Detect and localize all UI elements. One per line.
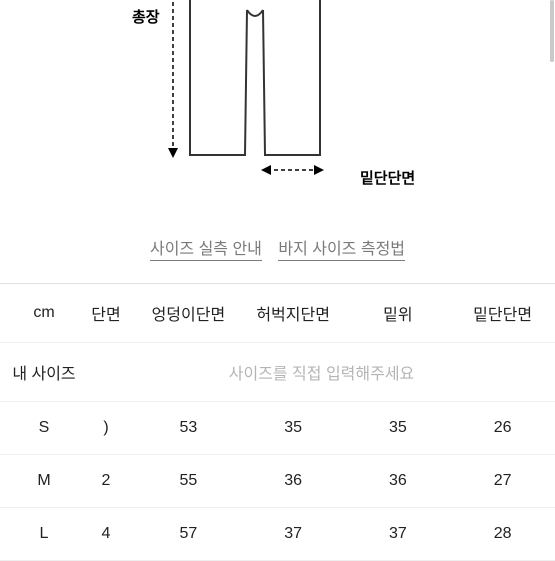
- pants-diagram: 총장 밑단단면: [0, 0, 555, 205]
- scrollbar-thumb[interactable]: [550, 0, 554, 62]
- unit-header: cm: [0, 284, 88, 343]
- cell: 55: [136, 455, 241, 508]
- col-header-hip: 엉덩이단면: [136, 284, 241, 343]
- cell-partial: ): [88, 402, 136, 455]
- cell: 26: [450, 402, 555, 455]
- cell: 35: [241, 402, 346, 455]
- col-header-partial: 단면: [88, 284, 136, 343]
- help-links: 사이즈 실측 안내 바지 사이즈 측정법: [0, 235, 555, 259]
- cell-partial: 2: [88, 455, 136, 508]
- cell: 35: [346, 402, 451, 455]
- col-header-hem: 밑단단면: [450, 284, 555, 343]
- cell: 27: [450, 455, 555, 508]
- my-size-placeholder[interactable]: 사이즈를 직접 입력해주세요: [88, 343, 555, 402]
- my-size-row[interactable]: 내 사이즈 사이즈를 직접 입력해주세요: [0, 343, 555, 402]
- cell: 36: [241, 455, 346, 508]
- size-label: L: [0, 508, 88, 561]
- cell: 53: [136, 402, 241, 455]
- cell: 57: [136, 508, 241, 561]
- hem-label: 밑단단면: [360, 167, 415, 188]
- pants-outline-svg: [155, 0, 355, 205]
- size-label: M: [0, 455, 88, 508]
- cell-partial: 4: [88, 508, 136, 561]
- cell: 28: [450, 508, 555, 561]
- table-row: L 4 57 37 37 28: [0, 508, 555, 561]
- cell: 36: [346, 455, 451, 508]
- table-header-row: cm 단면 엉덩이단면 허벅지단면 밑위 밑단단면: [0, 284, 555, 343]
- size-label: S: [0, 402, 88, 455]
- col-header-thigh: 허벅지단면: [241, 284, 346, 343]
- size-table: cm 단면 엉덩이단면 허벅지단면 밑위 밑단단면 내 사이즈 사이즈를 직접 …: [0, 283, 555, 561]
- table-row: M 2 55 36 36 27: [0, 455, 555, 508]
- my-size-label: 내 사이즈: [0, 343, 88, 402]
- measure-method-link[interactable]: 바지 사이즈 측정법: [278, 241, 405, 261]
- cell: 37: [241, 508, 346, 561]
- cell: 37: [346, 508, 451, 561]
- table-row: S ) 53 35 35 26: [0, 402, 555, 455]
- col-header-rise: 밑위: [346, 284, 451, 343]
- size-guide-link[interactable]: 사이즈 실측 안내: [150, 241, 262, 261]
- length-label: 총장: [132, 6, 160, 27]
